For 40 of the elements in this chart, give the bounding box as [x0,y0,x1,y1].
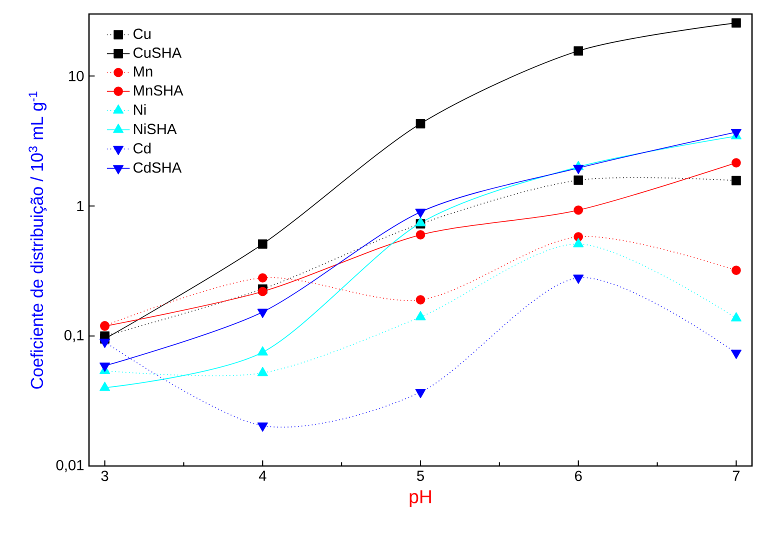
point [574,176,584,185]
point [732,18,741,28]
point [416,119,426,128]
legend-label: Mn [134,66,152,77]
point [573,274,584,284]
y-tick-label: 0,01 [56,460,84,472]
y-tick-label: 10 [69,70,84,82]
legend-label: NiSHA [134,123,177,134]
point [416,295,426,304]
point [258,239,268,249]
point [732,266,741,276]
point [573,164,584,174]
x-tick-label: 5 [417,470,424,481]
x-tick-label: 3 [101,470,108,482]
legend-label: MnSHA [134,85,184,96]
point [415,208,426,218]
legend-label: Cu [134,28,151,40]
point [258,273,268,283]
legend-label: CuSHA [134,48,182,58]
point [415,388,426,398]
point [257,422,268,432]
y-tick-label: 1 [77,200,84,212]
x-tick-label: 4 [258,470,266,481]
y-tick-label: 0,1 [64,330,84,342]
legend-label: Ni [134,104,146,115]
point [257,308,268,318]
point [416,230,426,240]
x-axis-title: pH [410,490,431,507]
point [574,205,584,215]
point [100,338,110,348]
point [730,350,742,360]
legend-label: Cd [134,142,151,154]
point [732,158,741,168]
point [574,46,584,56]
point [732,176,741,186]
y-axis-title: Coeficiente de distribuição / 10$^{3}$ mL g$^{-1}$ [28,92,47,389]
point [258,286,268,296]
x-tick-label: 6 [575,470,582,482]
x-tick-label: 7 [732,470,740,481]
legend-label: CdSHA [134,162,182,173]
